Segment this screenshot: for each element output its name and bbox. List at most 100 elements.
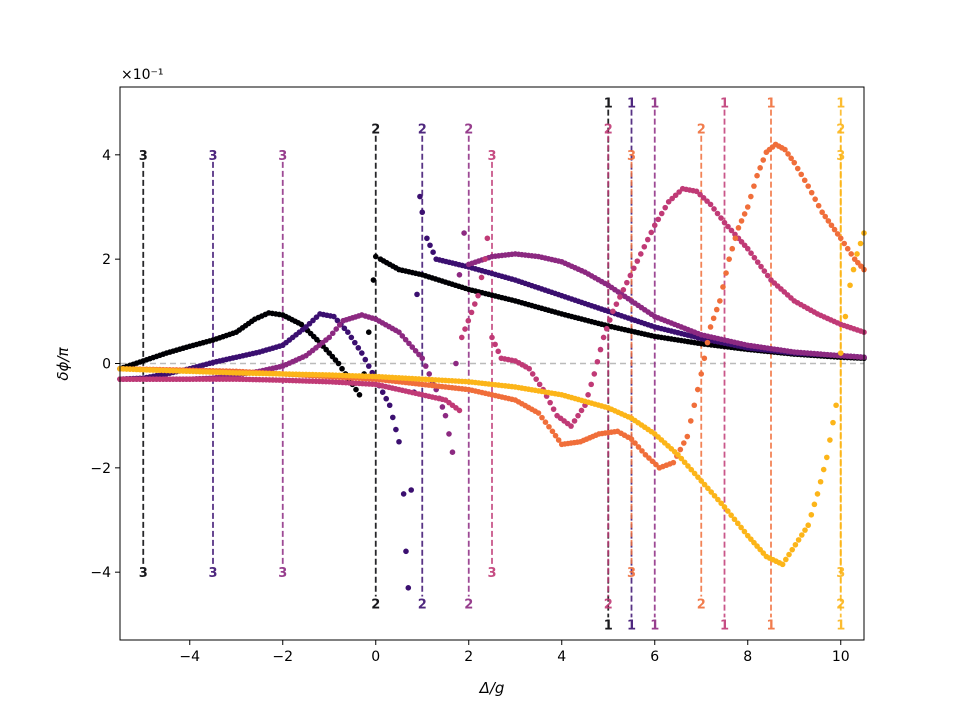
data-point — [744, 204, 751, 210]
resonance-label-top: 1 — [627, 97, 636, 112]
data-point — [419, 209, 426, 216]
data-point — [329, 330, 336, 337]
data-point — [439, 404, 446, 410]
data-point — [535, 410, 542, 416]
resonance-label-top: 1 — [650, 97, 659, 112]
data-point — [462, 326, 468, 332]
data-point — [331, 313, 337, 320]
resonance-label-top: 3 — [278, 149, 287, 164]
data-point — [482, 256, 488, 262]
data-point — [345, 329, 351, 336]
data-point — [386, 402, 393, 409]
data-point — [761, 268, 768, 274]
data-point — [591, 371, 598, 377]
data-point — [833, 402, 839, 409]
resonance-label-top: 2 — [371, 123, 380, 138]
data-point — [617, 294, 623, 300]
data-point — [547, 399, 553, 406]
resonance-label-top: 1 — [720, 97, 729, 112]
data-point — [631, 265, 637, 272]
data-point — [741, 528, 748, 535]
data-point — [446, 431, 452, 437]
x-tick-label: 4 — [557, 649, 566, 665]
data-point — [744, 245, 751, 252]
data-point — [825, 218, 832, 224]
data-point — [822, 213, 829, 220]
data-point — [814, 491, 821, 497]
data-point — [688, 466, 695, 473]
data-point — [760, 157, 767, 163]
resonance-label-bottom: 1 — [604, 618, 613, 633]
data-point — [339, 365, 345, 372]
data-point — [430, 249, 436, 255]
resonance-label-bottom: 3 — [208, 566, 217, 581]
data-point — [820, 466, 827, 473]
data-point — [684, 433, 691, 440]
data-point — [827, 437, 833, 443]
data-point — [607, 317, 613, 323]
data-point — [685, 463, 691, 469]
resonance-label-bottom: 3 — [278, 566, 287, 581]
data-point — [714, 210, 721, 217]
data-point — [831, 226, 838, 233]
data-point — [789, 546, 796, 553]
data-point — [782, 146, 788, 153]
data-point — [783, 556, 789, 563]
data-point — [824, 454, 830, 461]
data-point — [610, 308, 616, 315]
data-point — [713, 306, 720, 313]
data-point — [365, 363, 372, 369]
data-point — [741, 211, 748, 217]
data-point — [718, 215, 724, 221]
data-point — [788, 155, 794, 162]
data-point — [362, 356, 369, 363]
data-point — [353, 386, 359, 393]
data-point — [458, 334, 465, 341]
data-point — [333, 326, 340, 332]
data-point — [698, 478, 705, 484]
data-point — [720, 284, 726, 290]
data-point — [578, 407, 585, 414]
data-point — [335, 360, 342, 367]
data-point — [817, 478, 824, 485]
data-series — [117, 185, 867, 429]
data-point — [718, 500, 724, 507]
data-point — [711, 206, 717, 212]
data-point — [552, 432, 559, 439]
data-point — [678, 455, 685, 462]
resonance-label-bottom: 3 — [487, 566, 496, 581]
resonance-label-bottom: 1 — [650, 618, 659, 633]
x-tick-label: −4 — [179, 649, 200, 665]
data-point — [529, 371, 536, 377]
data-point — [400, 491, 407, 497]
data-point — [721, 504, 728, 510]
data-point — [484, 235, 491, 242]
data-point — [707, 201, 714, 208]
data-point — [715, 496, 721, 503]
data-point — [819, 209, 825, 216]
data-point — [812, 196, 818, 202]
data-point — [844, 245, 851, 252]
resonance-label-top: 2 — [418, 123, 427, 138]
data-point — [390, 414, 396, 421]
data-point — [468, 309, 475, 316]
data-point — [370, 277, 377, 283]
data-point — [414, 291, 420, 298]
data-point — [648, 229, 655, 236]
data-point — [600, 334, 607, 341]
resonance-label-top: 2 — [464, 123, 473, 138]
data-point — [725, 508, 731, 514]
data-point — [837, 350, 844, 356]
data-point — [842, 313, 849, 320]
data-point — [791, 159, 798, 166]
data-point — [603, 325, 610, 332]
data-point — [732, 235, 739, 242]
data-point — [717, 298, 723, 304]
data-point — [409, 344, 416, 350]
data-point — [801, 177, 808, 184]
data-point — [393, 426, 399, 433]
data-point — [708, 489, 715, 495]
resonance-label-bottom: 2 — [371, 597, 380, 612]
data-point — [841, 240, 848, 247]
